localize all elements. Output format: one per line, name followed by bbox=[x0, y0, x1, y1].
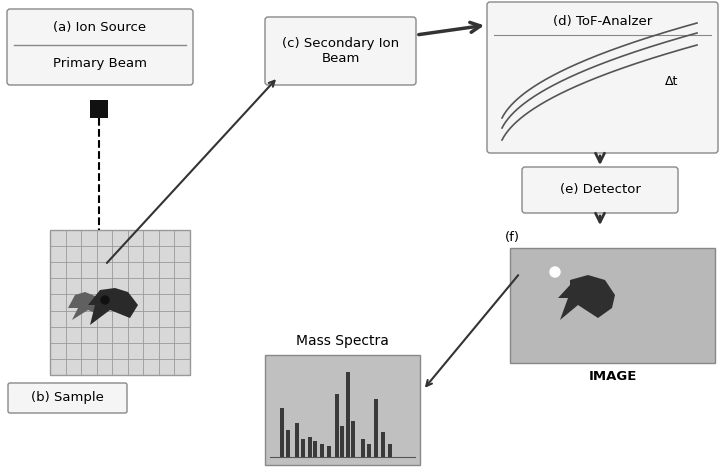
Polygon shape bbox=[558, 275, 615, 320]
Text: (c) Secondary Ion
Beam: (c) Secondary Ion Beam bbox=[282, 37, 399, 65]
Bar bbox=[381, 432, 385, 457]
Bar bbox=[374, 399, 378, 457]
Circle shape bbox=[550, 267, 560, 277]
Bar bbox=[510, 248, 715, 363]
Polygon shape bbox=[88, 288, 138, 325]
Bar bbox=[313, 441, 318, 457]
Bar bbox=[388, 444, 392, 457]
Bar bbox=[361, 439, 365, 457]
Text: (d) ToF-Analzer: (d) ToF-Analzer bbox=[553, 15, 652, 28]
Bar bbox=[308, 437, 312, 457]
Text: (f): (f) bbox=[505, 231, 520, 245]
Bar bbox=[280, 408, 283, 457]
FancyBboxPatch shape bbox=[265, 17, 416, 85]
FancyBboxPatch shape bbox=[7, 9, 193, 85]
Bar bbox=[294, 423, 299, 457]
Bar bbox=[368, 444, 371, 457]
Bar bbox=[265, 355, 420, 465]
Bar bbox=[335, 394, 339, 457]
Bar bbox=[341, 426, 344, 457]
Bar bbox=[302, 439, 305, 457]
Text: (b) Sample: (b) Sample bbox=[30, 391, 104, 405]
Text: (a) Ion Source: (a) Ion Source bbox=[54, 21, 146, 35]
Text: Δt: Δt bbox=[665, 75, 679, 88]
Bar bbox=[286, 430, 291, 457]
Bar bbox=[352, 421, 355, 457]
Text: Mass Spectra: Mass Spectra bbox=[296, 334, 389, 348]
FancyBboxPatch shape bbox=[522, 167, 678, 213]
Circle shape bbox=[101, 296, 109, 304]
Bar bbox=[327, 446, 331, 457]
Text: Primary Beam: Primary Beam bbox=[53, 57, 147, 70]
Text: IMAGE: IMAGE bbox=[588, 370, 637, 383]
Bar bbox=[320, 444, 324, 457]
Polygon shape bbox=[68, 292, 100, 320]
Text: (e) Detector: (e) Detector bbox=[560, 183, 640, 197]
FancyBboxPatch shape bbox=[8, 383, 127, 413]
Bar bbox=[90, 100, 108, 118]
Bar bbox=[50, 230, 190, 375]
Bar bbox=[346, 371, 350, 457]
FancyBboxPatch shape bbox=[487, 2, 718, 153]
